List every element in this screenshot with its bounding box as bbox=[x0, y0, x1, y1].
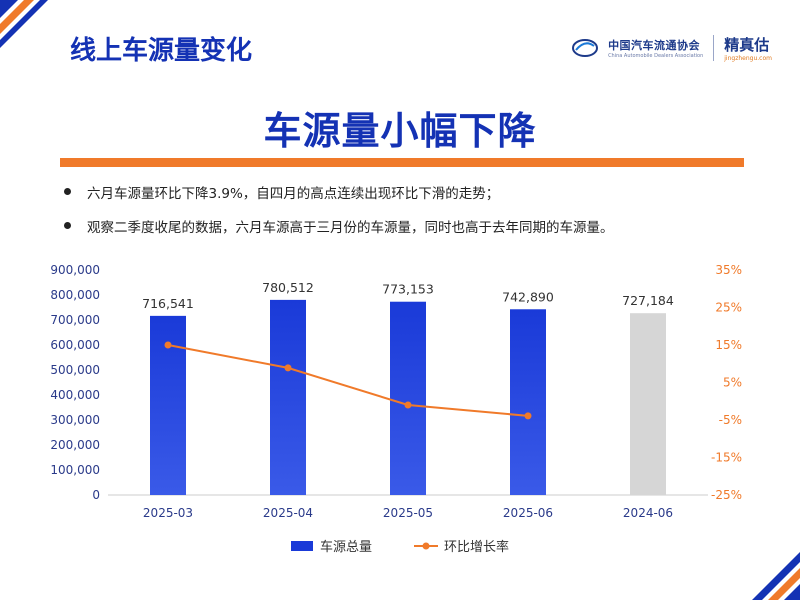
bar-data-label: 773,153 bbox=[382, 282, 434, 297]
bar bbox=[270, 299, 306, 495]
bullet-list: 六月车源量环比下降3.9%，自四月的高点连续出现环比下滑的走势； 观察二季度收尾… bbox=[62, 182, 762, 250]
bar bbox=[630, 313, 666, 495]
y-left-tick-label: 800,000 bbox=[50, 288, 100, 302]
legend-line-label: 环比增长率 bbox=[444, 539, 509, 555]
bar bbox=[390, 301, 426, 495]
growth-rate-line bbox=[167, 344, 529, 417]
y-left-tick-label: 500,000 bbox=[50, 363, 100, 377]
legend-line-marker bbox=[422, 542, 430, 550]
y-left-tick-label: 400,000 bbox=[50, 388, 100, 402]
y-left-tick-label: 300,000 bbox=[50, 413, 100, 427]
bullet-dot-icon bbox=[64, 222, 71, 229]
x-tick-label: 2025-06 bbox=[503, 506, 553, 520]
bar-data-label: 780,512 bbox=[262, 280, 314, 295]
x-tick-label: 2025-04 bbox=[263, 506, 313, 520]
bullet-item: 观察二季度收尾的数据，六月车源高于三月份的车源量，同时也高于去年同期的车源量。 bbox=[62, 216, 762, 236]
y-right-tick-label: -5% bbox=[719, 413, 742, 427]
x-tick-label: 2024-06 bbox=[623, 506, 673, 520]
y-right-tick-label: -25% bbox=[711, 488, 742, 502]
y-left-tick-label: 600,000 bbox=[50, 338, 100, 352]
y-left-tick-label: 900,000 bbox=[50, 263, 100, 277]
y-right-tick-label: -15% bbox=[711, 451, 742, 465]
legend-bar-label: 车源总量 bbox=[320, 539, 372, 555]
y-left-tick-label: 700,000 bbox=[50, 313, 100, 327]
x-tick-label: 2025-05 bbox=[383, 506, 433, 520]
logo-area: 中国汽车流通协会 China Automobile Dealers Associ… bbox=[572, 34, 772, 62]
bullet-text: 观察二季度收尾的数据，六月车源高于三月份的车源量，同时也高于去年同期的车源量。 bbox=[87, 220, 614, 236]
y-left-tick-label: 0 bbox=[92, 488, 100, 502]
association-name-en: China Automobile Dealers Association bbox=[608, 53, 704, 59]
bullet-item: 六月车源量环比下降3.9%，自四月的高点连续出现环比下滑的走势； bbox=[62, 182, 762, 202]
brand-name: 精真估 bbox=[724, 36, 770, 54]
title-underline-bar bbox=[60, 158, 744, 167]
legend-bar-swatch bbox=[291, 541, 313, 551]
x-tick-label: 2025-03 bbox=[143, 506, 193, 520]
growth-rate-point bbox=[404, 401, 412, 409]
y-right-tick-label: 25% bbox=[715, 301, 742, 315]
bullet-text: 六月车源量环比下降3.9%，自四月的高点连续出现环比下滑的走势； bbox=[87, 186, 500, 202]
corner-decoration-top-left bbox=[0, 0, 60, 60]
bar-data-label: 727,184 bbox=[622, 293, 674, 308]
logo-divider bbox=[713, 35, 715, 61]
bar-data-label: 716,541 bbox=[142, 296, 194, 311]
growth-rate-point bbox=[284, 364, 292, 372]
growth-rate-point bbox=[164, 341, 172, 349]
y-right-tick-label: 5% bbox=[723, 376, 742, 390]
y-left-tick-label: 100,000 bbox=[50, 463, 100, 477]
association-name: 中国汽车流通协会 bbox=[608, 39, 701, 52]
y-left-tick-label: 200,000 bbox=[50, 438, 100, 452]
association-logo-icon bbox=[572, 39, 599, 57]
main-title: 车源量小幅下降 bbox=[263, 109, 537, 153]
corner-decoration-bottom-right bbox=[730, 530, 800, 600]
growth-rate-point bbox=[524, 412, 532, 420]
bar-data-label: 742,890 bbox=[502, 289, 554, 304]
bullet-dot-icon bbox=[64, 188, 71, 195]
page-header-title: 线上车源量变化 bbox=[70, 36, 253, 66]
y-right-tick-label: 15% bbox=[715, 338, 742, 352]
y-right-tick-label: 35% bbox=[715, 263, 742, 277]
brand-url: jingzhengu.com bbox=[724, 55, 772, 62]
bar bbox=[510, 309, 546, 495]
